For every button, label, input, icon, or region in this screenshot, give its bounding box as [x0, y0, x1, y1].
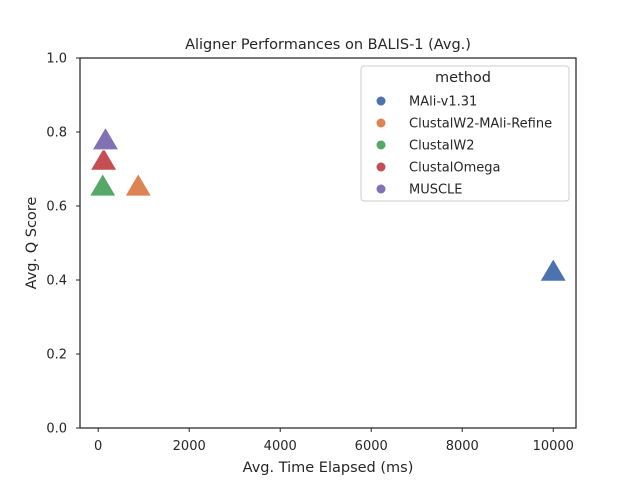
legend-label: ClustalW2-MAli-Refine	[409, 117, 552, 132]
data-point-triangle	[89, 146, 118, 171]
y-tick-label: 0.0	[46, 422, 67, 437]
x-tick-label: 10000	[533, 439, 574, 454]
data-points	[88, 126, 568, 282]
y-axis-label: Avg. Q Score	[24, 197, 40, 290]
y-tick-label: 0.8	[46, 126, 67, 141]
legend-marker	[376, 184, 386, 194]
legend-label: MAli-v1.31	[409, 95, 477, 110]
x-tick-label: 2000	[173, 439, 206, 454]
data-point-triangle	[124, 172, 153, 197]
y-axis-ticks: 0.0 0.2 0.4 0.6 0.8 1.0	[46, 52, 80, 437]
legend-label: ClustalOmega	[409, 161, 501, 176]
x-axis-label: Avg. Time Elapsed (ms)	[243, 460, 414, 476]
legend: method MAli-v1.31 ClustalW2-MAli-Refine Cl…	[360, 65, 570, 202]
data-point-triangle	[91, 126, 120, 151]
legend-box	[360, 65, 570, 202]
legend-title: method	[435, 70, 491, 86]
data-point-triangle	[539, 257, 568, 282]
y-tick-label: 0.6	[46, 200, 67, 215]
legend-marker	[376, 96, 386, 106]
y-tick-label: 1.0	[46, 52, 67, 67]
legend-marker	[376, 140, 386, 150]
legend-items: MAli-v1.31 ClustalW2-MAli-Refine ClustalW2…	[376, 95, 552, 198]
legend-marker	[376, 118, 386, 128]
x-tick-label: 4000	[264, 439, 297, 454]
x-tick-label: 0	[94, 439, 102, 454]
y-tick-label: 0.4	[46, 274, 67, 289]
chart-title: Aligner Performances on BALIS-1 (Avg.)	[185, 37, 471, 53]
plot-area	[79, 57, 577, 429]
x-tick-label: 8000	[446, 439, 479, 454]
legend-label: ClustalW2	[409, 139, 475, 154]
data-point-triangle	[88, 172, 117, 197]
y-tick-label: 0.2	[46, 348, 67, 363]
legend-label: MUSCLE	[409, 183, 463, 198]
legend-marker	[376, 162, 386, 172]
x-axis-ticks: 0 2000 4000 6000 8000 10000	[94, 428, 574, 454]
x-tick-label: 6000	[355, 439, 388, 454]
